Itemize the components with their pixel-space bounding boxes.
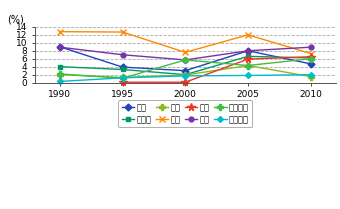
英国 — [246, 34, 250, 36]
ドイツ — [246, 55, 250, 58]
日本 — [309, 63, 313, 65]
日本 — [58, 46, 62, 48]
Line: ドイツ: ドイツ — [57, 54, 313, 77]
米国 — [58, 46, 62, 48]
韓国 — [58, 73, 62, 76]
Text: (%): (%) — [7, 15, 24, 25]
英国 — [58, 30, 62, 33]
英国 — [120, 31, 124, 33]
Line: 中国: 中国 — [119, 53, 314, 86]
フランス — [309, 57, 313, 60]
米国 — [183, 59, 187, 61]
中国 — [120, 81, 124, 83]
韓国 — [120, 76, 124, 79]
Line: 韓国: 韓国 — [57, 63, 313, 80]
フランス — [246, 64, 250, 67]
米国 — [246, 50, 250, 52]
日本 — [183, 69, 187, 72]
米国 — [120, 54, 124, 56]
韓国 — [183, 74, 187, 76]
ドイツ — [120, 68, 124, 71]
イタリア — [246, 74, 250, 77]
ドイツ — [58, 65, 62, 68]
中国 — [246, 58, 250, 60]
韓国 — [309, 75, 313, 78]
Line: フランス: フランス — [57, 56, 313, 81]
韓国 — [246, 64, 250, 67]
フランス — [58, 73, 62, 75]
ドイツ — [183, 73, 187, 76]
中国 — [309, 55, 313, 58]
イタリア — [120, 76, 124, 79]
中国 — [183, 81, 187, 83]
イタリア — [58, 80, 62, 83]
イタリア — [183, 75, 187, 77]
イタリア — [309, 73, 313, 76]
Line: イタリア: イタリア — [58, 73, 313, 84]
Line: 英国: 英国 — [56, 28, 314, 57]
米国 — [309, 46, 313, 48]
英国 — [183, 51, 187, 54]
英国 — [309, 52, 313, 55]
Legend: 日本, ドイツ, 韓国, 英国, 中国, 米国, フランス, イタリア: 日本, ドイツ, 韓国, 英国, 中国, 米国, フランス, イタリア — [118, 100, 252, 127]
日本 — [246, 50, 250, 52]
Line: 米国: 米国 — [57, 45, 313, 62]
日本 — [120, 66, 124, 68]
フランス — [120, 77, 124, 79]
ドイツ — [309, 57, 313, 59]
Line: 日本: 日本 — [57, 44, 313, 73]
フランス — [183, 59, 187, 61]
